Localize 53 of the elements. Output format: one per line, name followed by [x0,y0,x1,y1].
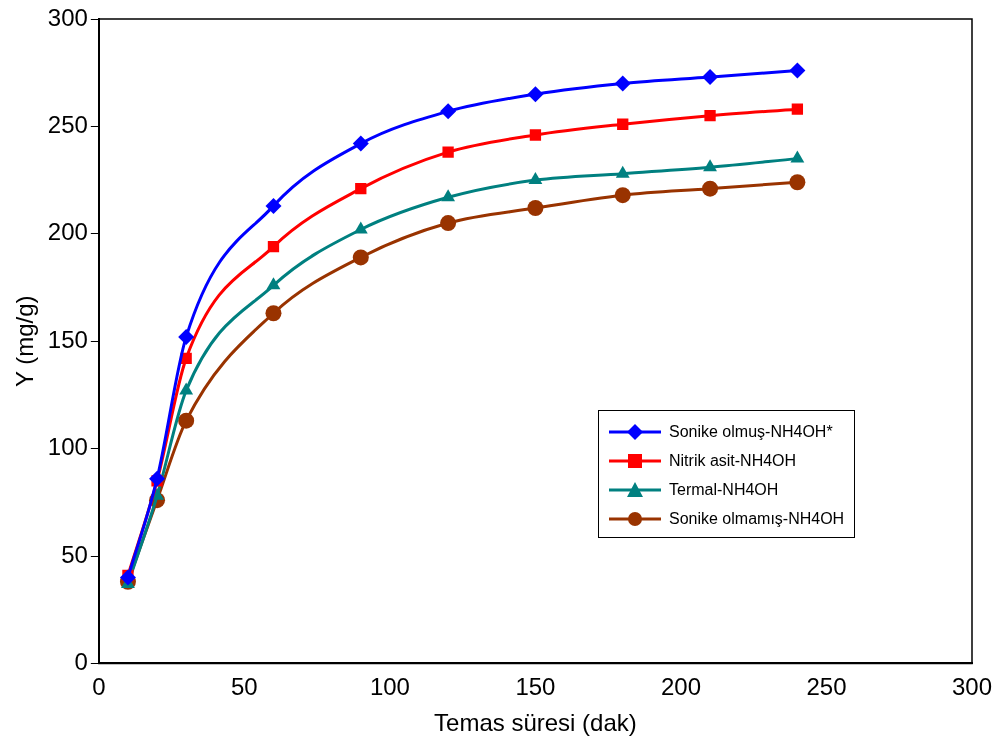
point [442,146,454,158]
point [528,172,543,185]
y-tick-label: 50 [61,540,88,568]
legend-label: Nitrik asit-NH4OH [669,451,797,470]
x-tick-label: 200 [660,673,701,701]
y-tick-label: 150 [47,325,88,353]
x-tick-label: 50 [231,673,258,701]
point [267,241,280,253]
legend-label: Sonike olmamış-NH4OH [669,509,845,528]
point [617,118,629,130]
legend-label: Termal-NH4OH [669,480,779,499]
point [615,165,630,178]
x-tick-label: 250 [806,673,847,701]
x-axis-title: Temas süresi (dak) [434,709,637,737]
point [149,470,166,487]
point [440,103,457,120]
point [703,159,717,172]
y-axis-title: Y (mg/g) [11,295,39,387]
point [352,249,369,266]
point [702,180,719,197]
point [179,382,194,395]
point [614,75,631,92]
point [702,69,719,85]
x-tick-label: 0 [92,673,106,701]
y-tick-label: 300 [47,3,88,31]
y-tick-label: 200 [47,218,88,246]
point [266,277,281,290]
x-tick-label: 150 [515,673,556,701]
point [527,200,544,217]
point [529,129,542,141]
point [119,569,136,586]
point [352,135,369,152]
point [265,197,282,214]
legend-label: Sonike olmuş-NH4OH* [669,422,833,441]
y-tick-label: 0 [74,648,88,676]
point [789,174,806,191]
point [791,103,804,115]
point [265,305,282,322]
x-tick-label: 300 [951,673,993,701]
point [789,62,806,79]
point [440,215,457,232]
y-tick-label: 250 [47,111,88,139]
point [614,187,631,204]
point [353,221,368,234]
x-tick-label: 100 [369,673,410,701]
point [527,86,544,103]
point [178,328,195,345]
point [178,412,195,429]
point [441,189,456,202]
y-tick-label: 100 [47,433,88,461]
point [355,183,367,195]
point [790,150,805,163]
point [704,110,716,122]
